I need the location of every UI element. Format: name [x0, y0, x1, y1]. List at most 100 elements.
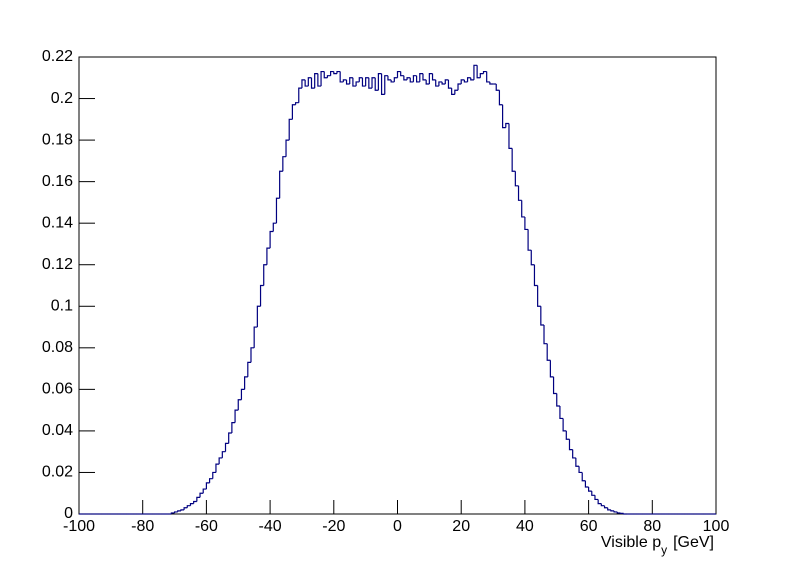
histogram-bin: [307, 77, 312, 87]
histogram-bin: [479, 73, 484, 78]
histogram-bin: [285, 139, 290, 157]
histogram-bin: [336, 70, 341, 74]
histogram-bin: [581, 472, 586, 482]
histogram-bin: [272, 222, 277, 232]
histogram-bin: [355, 81, 360, 87]
histogram-bin: [412, 75, 417, 82]
histogram-bin: [339, 71, 344, 83]
histogram-bin: [549, 360, 554, 378]
histogram-bin: [527, 229, 532, 251]
histogram-bin: [466, 77, 471, 82]
histogram-bin: [597, 499, 602, 505]
histogram-bin: [384, 75, 388, 95]
histogram-bin: [524, 216, 529, 231]
x-tick-label: 40: [516, 518, 534, 535]
x-label-text: Visible p: [601, 534, 661, 551]
histogram-bin: [196, 496, 201, 502]
histogram-bin: [237, 399, 242, 411]
histogram-bin: [231, 422, 236, 433]
histogram-bin: [244, 376, 248, 390]
histogram-bin: [575, 457, 580, 467]
histogram-bin: [572, 449, 576, 459]
y-tick-label: 0.04: [42, 422, 73, 439]
histogram-bin: [514, 171, 519, 187]
histogram-bin: [330, 70, 334, 76]
y-tick-label: 0.22: [42, 48, 73, 65]
histogram-bin: [202, 488, 207, 494]
histogram-bin: [607, 507, 611, 511]
histogram-bin: [473, 64, 478, 80]
histogram-bin: [444, 79, 449, 85]
histogram-bin: [489, 81, 494, 85]
histogram-bin: [552, 376, 557, 395]
histogram-bin: [447, 79, 452, 89]
histogram-bin: [588, 486, 592, 492]
histogram-bin: [323, 71, 328, 79]
histogram-bin: [390, 79, 395, 83]
histogram-bin: [578, 466, 583, 474]
y-tick-label: 0.12: [42, 256, 73, 273]
histogram-bin: [482, 70, 487, 74]
histogram-bin: [517, 185, 522, 201]
histogram-bin: [623, 513, 627, 515]
histogram-bin: [387, 75, 392, 81]
histogram-bin: [215, 463, 220, 473]
histogram-bin: [600, 503, 605, 507]
histogram-bin: [537, 285, 541, 307]
histogram-bin: [380, 73, 385, 95]
histogram-bin: [288, 118, 293, 141]
histogram-bin: [556, 393, 560, 407]
x-tick-label: -40: [259, 518, 282, 535]
histogram-bin: [186, 505, 191, 508]
histogram-bin: [365, 77, 369, 87]
histogram-bin: [603, 505, 608, 509]
y-tick-label: 0.06: [42, 381, 73, 398]
histogram-bin: [301, 79, 306, 89]
histogram-bin: [416, 75, 420, 83]
histogram-bin: [428, 73, 433, 85]
histogram-bin: [250, 347, 255, 363]
histogram-bin: [460, 79, 465, 85]
histogram-bin: [403, 75, 408, 81]
histogram-bin: [400, 71, 404, 77]
histogram-bin: [521, 200, 525, 218]
x-tick-label: 0: [393, 518, 402, 535]
histogram-bin: [208, 478, 213, 483]
histogram-bin: [594, 495, 599, 501]
histogram-bin: [540, 306, 545, 326]
histogram-bin: [193, 500, 197, 504]
histogram-bin: [463, 79, 468, 83]
histogram-bin: [374, 77, 379, 91]
histogram-bin: [177, 510, 181, 512]
histogram-bin: [591, 491, 595, 496]
histogram-bin: [358, 77, 363, 82]
histogram-bin: [406, 77, 411, 80]
histogram-bin: [170, 512, 175, 514]
histogram-bin: [253, 326, 258, 348]
histogram-bin: [275, 197, 280, 224]
histogram-bin: [173, 511, 178, 513]
y-tick-label: 0.16: [42, 173, 73, 190]
y-tick-label: 0.2: [51, 90, 73, 107]
histogram-bin: [333, 71, 337, 75]
x-tick-label: 20: [452, 518, 470, 535]
x-tick-label: -80: [131, 518, 154, 535]
histogram-bin: [320, 70, 325, 87]
histogram-bin: [189, 503, 194, 506]
histogram-bin: [269, 230, 274, 249]
histogram-bin: [409, 77, 414, 83]
y-tick-label: 0.18: [42, 131, 73, 148]
histogram-bin: [304, 79, 309, 87]
y-tick-label: 0: [64, 505, 73, 522]
y-tick-label: 0.08: [42, 339, 73, 356]
histogram-bin: [451, 88, 455, 95]
histogram-bin: [502, 104, 506, 129]
histogram-bin: [470, 77, 474, 81]
histogram-bin: [431, 73, 436, 81]
histogram-bin: [291, 104, 296, 120]
x-tick-label: -20: [322, 518, 345, 535]
histogram-bin: [584, 480, 589, 488]
histogram-bin: [435, 79, 439, 87]
